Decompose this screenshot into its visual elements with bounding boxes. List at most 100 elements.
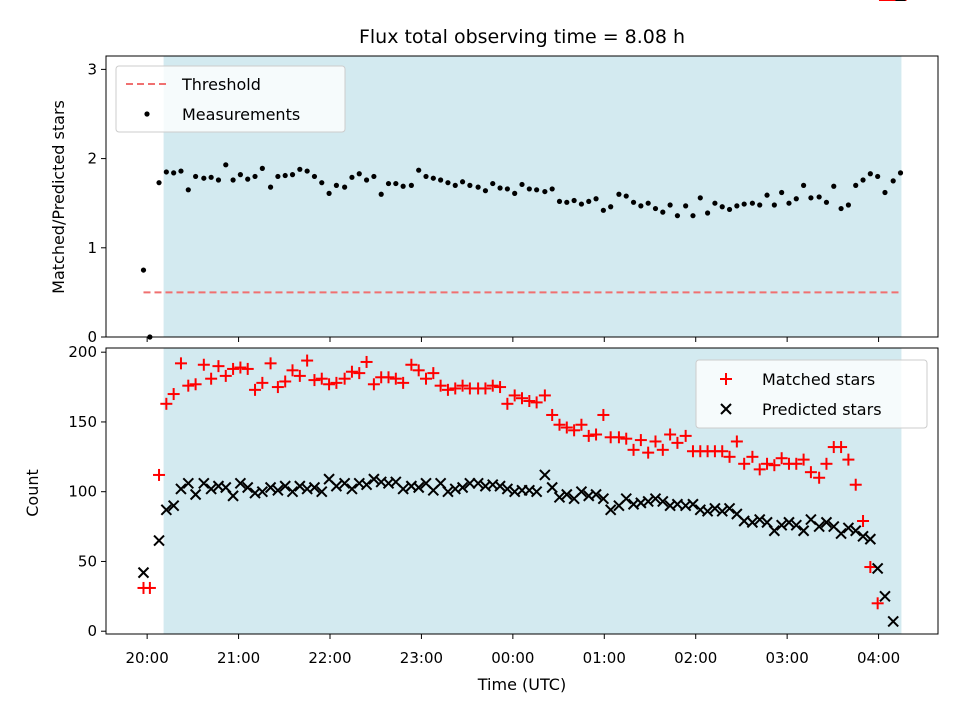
predicted-star-stroke-b (687, 498, 699, 510)
predicted-star-stroke-b (382, 477, 395, 490)
predicted-star-stroke-b (879, 590, 891, 603)
measurement-point (542, 188, 548, 195)
predicted-star-stroke-b (472, 477, 484, 490)
matched-star-point (264, 357, 277, 370)
predicted-star-stroke-b (501, 483, 514, 495)
measurement-point (586, 198, 592, 205)
predicted-star-stroke-b (220, 481, 232, 494)
matched-star-point (546, 408, 559, 421)
matched-star-point (308, 374, 321, 387)
predicted-star-point (368, 473, 380, 485)
matched-star-point (538, 389, 551, 402)
predicted-star-stroke-b (264, 481, 277, 494)
matched-star-point (189, 378, 202, 391)
measurement-point (764, 192, 770, 198)
xtick-label: 22:00 (308, 649, 351, 667)
predicted-star-stroke-b (390, 476, 402, 488)
measurement-point (208, 174, 214, 180)
predicted-star-stroke-b (456, 481, 469, 494)
predicted-star-stroke-b (754, 513, 766, 526)
matched-star-point (627, 443, 640, 456)
measurement-point (749, 200, 756, 206)
measurement-point (490, 180, 496, 187)
predicted-star-stroke-b (316, 485, 328, 498)
matched-star-point (293, 369, 306, 382)
predicted-star-point (775, 519, 788, 531)
predicted-star-point (442, 485, 454, 498)
measurements-legend-label: Measurements (182, 105, 300, 124)
measurement-point (845, 202, 852, 208)
measurement-point (831, 183, 837, 189)
predicted-star-stroke-b (887, 615, 899, 628)
matched-star-point (153, 468, 166, 481)
predicted-star-stroke-b (731, 508, 743, 520)
ratio-ytick-label: 0 (87, 328, 97, 346)
predicted-star-stroke-b (494, 480, 506, 492)
predicted-star-point (575, 485, 588, 498)
predicted-star-stroke-b (820, 516, 833, 529)
predicted-star-stroke-b (709, 502, 721, 515)
measurement-point (741, 201, 747, 207)
predicted-star-stroke-b (198, 477, 210, 490)
matched-star-point (753, 463, 766, 476)
measurement-point (304, 168, 310, 174)
predicted-stars-legend-marker (720, 403, 732, 415)
predicted-star-point (857, 530, 869, 543)
predicted-star-stroke-b (368, 473, 380, 485)
predicted-star-point (175, 483, 187, 495)
predicted-star-point (182, 477, 194, 490)
measurement-point (215, 177, 222, 183)
measurement-point (416, 167, 422, 173)
matched-star-point (523, 395, 536, 408)
predicted-star-point (316, 485, 328, 498)
predicted-star-stroke-b (775, 519, 788, 531)
count-panel-frame (105, 347, 939, 635)
predicted-star-stroke-b (137, 566, 150, 579)
matched-star-point (775, 452, 788, 465)
measurement-point (564, 199, 570, 205)
predicted-star-point (501, 483, 514, 495)
matched-star-point (516, 392, 528, 405)
predicted-star-point (887, 615, 899, 628)
measurement-point (519, 181, 525, 188)
matched-star-point (590, 428, 603, 441)
count-ytick-label: 150 (68, 413, 97, 431)
predicted-star-stroke-b (649, 492, 662, 505)
predicted-star-stroke-b (813, 520, 825, 533)
measurement-point (549, 186, 555, 192)
measurement-point (482, 188, 489, 194)
predicted-star-stroke-b (597, 492, 610, 505)
predicted-star-stroke-b (286, 485, 299, 498)
matched-star-point (279, 375, 292, 388)
measurement-point (616, 191, 622, 197)
measurement-point (882, 189, 888, 196)
matched-star-point (315, 372, 328, 385)
predicted-star-point (456, 481, 469, 494)
predicted-star-stroke-b (679, 499, 692, 512)
measurement-point (140, 267, 147, 273)
measurement-point (326, 190, 332, 196)
matched-star-point (612, 431, 625, 444)
predicted-star-point (842, 522, 855, 534)
predicted-star-point (716, 505, 728, 517)
matched-star-point (582, 429, 595, 442)
matched-star-point (338, 372, 351, 385)
predicted-star-point (256, 485, 269, 498)
predicted-star-stroke-b (797, 525, 810, 537)
predicted-star-stroke-b (561, 488, 573, 501)
matched-star-point (656, 443, 669, 456)
measurement-point (578, 201, 585, 207)
count-y-axis-label: Count (23, 469, 42, 517)
predicted-star-stroke-b (397, 483, 409, 495)
predicted-star-stroke-b (842, 522, 855, 534)
predicted-star-point (279, 480, 291, 492)
matched-star-point (397, 376, 410, 389)
predicted-star-point (308, 481, 321, 494)
measurement-point (319, 180, 325, 186)
xtick-label: 02:00 (674, 649, 717, 667)
predicted-star-stroke-b (272, 484, 284, 497)
predicted-star-point (494, 480, 506, 492)
predicted-star-stroke-b (857, 530, 869, 543)
predicted-star-point (879, 590, 891, 603)
